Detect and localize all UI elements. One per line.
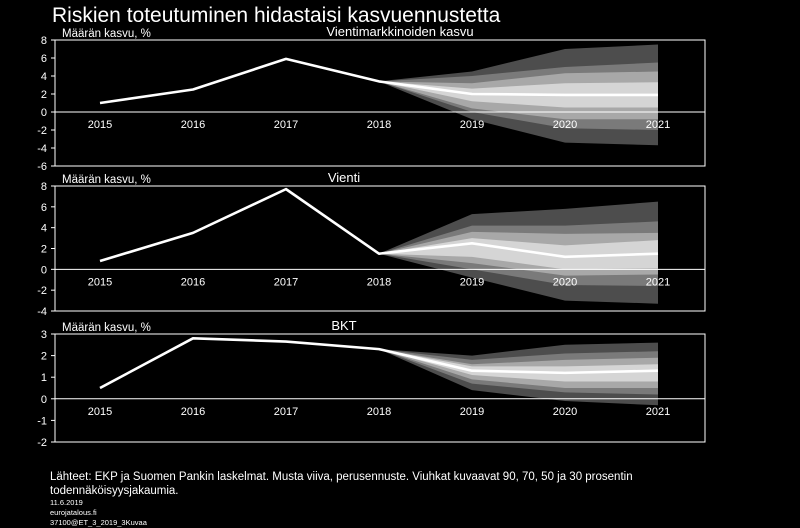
panel-title: BKT	[331, 318, 356, 333]
y-tick-label: 2	[41, 244, 47, 256]
series-line	[99, 57, 658, 105]
y-tick-label: 2	[41, 89, 47, 101]
y-tick-label: -4	[37, 306, 47, 318]
x-tick-label: 2019	[460, 276, 484, 288]
date-note: 11.6.2019	[50, 498, 83, 507]
series-line	[99, 337, 659, 390]
chart-panel-3: -2 -1 0 1 2 3 2015 2016 2017 2018 2019 2020 2021 Määr…	[37, 318, 706, 449]
y-axis-label: Määrän kasvu, %	[62, 322, 151, 334]
y-tick-label: 0	[41, 107, 47, 119]
y-tick-label: -2	[37, 125, 47, 137]
x-tick-label: 2021	[646, 276, 670, 288]
plot-frame	[54, 333, 706, 443]
x-tick-label: 2016	[181, 406, 205, 418]
chart-panel-1: -6 -4 -2 0 2 4 6 8 2015 2016 2017 2018 2019 2020 2021 M…	[37, 24, 706, 173]
y-tick-label: 8	[41, 35, 47, 47]
y-tick-label: -2	[37, 285, 47, 297]
y-tick-label: 0	[41, 394, 47, 406]
x-tick-label: 2021	[646, 406, 670, 418]
panel-title: Vientimarkkinoiden kasvu	[326, 24, 473, 39]
y-tick-label: 3	[41, 329, 47, 341]
y-tick-label: 4	[41, 223, 47, 235]
y-tick-label: -6	[37, 161, 47, 173]
y-tick-label: 6	[41, 202, 47, 214]
code-note: 37100@ET_3_2019_3Kuvaa	[50, 518, 147, 527]
x-tick-label: 2021	[646, 119, 670, 131]
y-tick-label: 2	[41, 351, 47, 363]
x-tick-label: 2017	[274, 406, 298, 418]
x-tick-label: 2020	[553, 119, 577, 131]
chart-panel-2: -4 -2 0 2 4 6 8 2015 2016 2017 2018 2019 2020 2021 Mää…	[37, 170, 706, 318]
x-tick-label: 2015	[88, 276, 112, 288]
y-axis-label: Määrän kasvu, %	[62, 174, 151, 186]
footer: Lähteet: EKP ja Suomen Pankin laskelmat.…	[50, 470, 690, 528]
source-note: Lähteet: EKP ja Suomen Pankin laskelmat.…	[50, 471, 633, 497]
x-tick-label: 2016	[181, 276, 205, 288]
x-tick-label: 2016	[181, 119, 205, 131]
y-tick-label: -4	[37, 143, 47, 155]
series-line	[99, 187, 659, 263]
x-tick-label: 2019	[460, 119, 484, 131]
y-tick-label: 1	[41, 372, 47, 384]
y-tick-label: 0	[41, 264, 47, 276]
x-tick-label: 2018	[367, 406, 391, 418]
site-note: eurojatalous.fi	[50, 508, 97, 517]
y-tick-label: -1	[37, 415, 47, 427]
x-tick-label: 2018	[367, 276, 391, 288]
x-tick-label: 2017	[274, 119, 298, 131]
plot-frame	[54, 39, 706, 167]
y-tick-label: 6	[41, 53, 47, 65]
y-tick-label: -2	[37, 437, 47, 449]
y-axis-label: Määrän kasvu, %	[62, 28, 151, 40]
x-tick-label: 2019	[460, 406, 484, 418]
x-tick-label: 2018	[367, 119, 391, 131]
y-tick-label: 8	[41, 181, 47, 193]
y-tick-label: 4	[41, 71, 47, 83]
x-tick-label: 2017	[274, 276, 298, 288]
panel-title: Vienti	[328, 170, 360, 185]
x-tick-label: 2020	[553, 406, 577, 418]
x-tick-label: 2015	[88, 406, 112, 418]
x-tick-label: 2015	[88, 119, 112, 131]
page-title: Riskien toteutuminen hidastaisi kasvuenn…	[52, 4, 501, 27]
x-tick-label: 2020	[553, 276, 577, 288]
